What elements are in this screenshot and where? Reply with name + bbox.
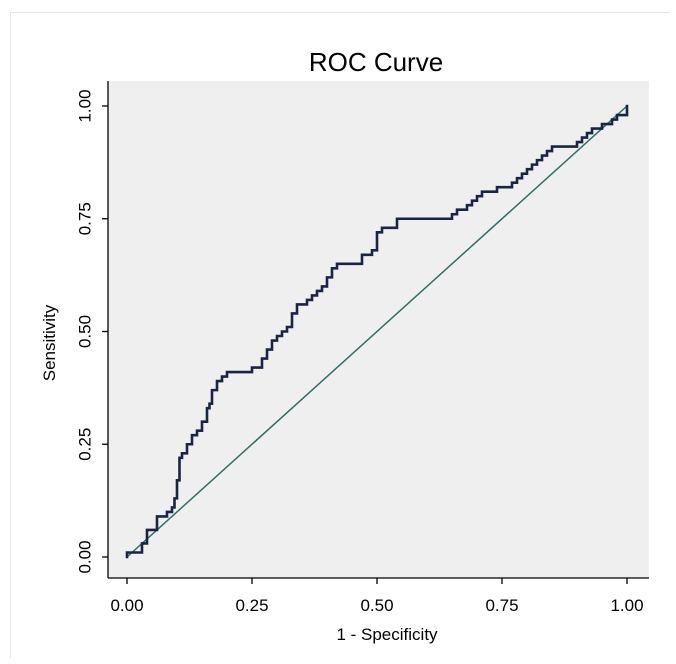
x-tick-label: 0.50 <box>360 596 393 615</box>
y-tick-label: 0.50 <box>75 315 94 348</box>
x-axis-ticks: 0.00 0.25 0.50 0.75 1.00 <box>110 578 644 615</box>
y-tick-label: 0.25 <box>75 428 94 461</box>
chart-frame: ROC Curve 0.00 0.25 0.50 0.75 1.00 0.00 0.25 0… <box>10 12 671 659</box>
y-axis-label: Sensitivity <box>40 304 59 381</box>
x-tick-label: 0.00 <box>110 596 143 615</box>
y-tick-label: 0.75 <box>75 202 94 235</box>
y-tick-label: 1.00 <box>75 89 94 122</box>
x-axis-label: 1 - Specificity <box>336 625 438 644</box>
x-tick-label: 0.75 <box>485 596 518 615</box>
roc-chart: ROC Curve 0.000.250.500.751.00 0.00 0.25 0… <box>11 13 671 659</box>
chart-title: ROC Curve <box>309 47 443 77</box>
roc-curve-line <box>125 104 629 559</box>
x-tick-label: 0.25 <box>235 596 268 615</box>
reference-line <box>126 105 628 558</box>
y-axis-ticks: 0.00 0.25 0.50 0.75 1.00 <box>75 89 108 574</box>
y-tick-label: 0.00 <box>75 540 94 573</box>
series-layer <box>125 104 629 559</box>
x-tick-label: 1.00 <box>610 596 643 615</box>
